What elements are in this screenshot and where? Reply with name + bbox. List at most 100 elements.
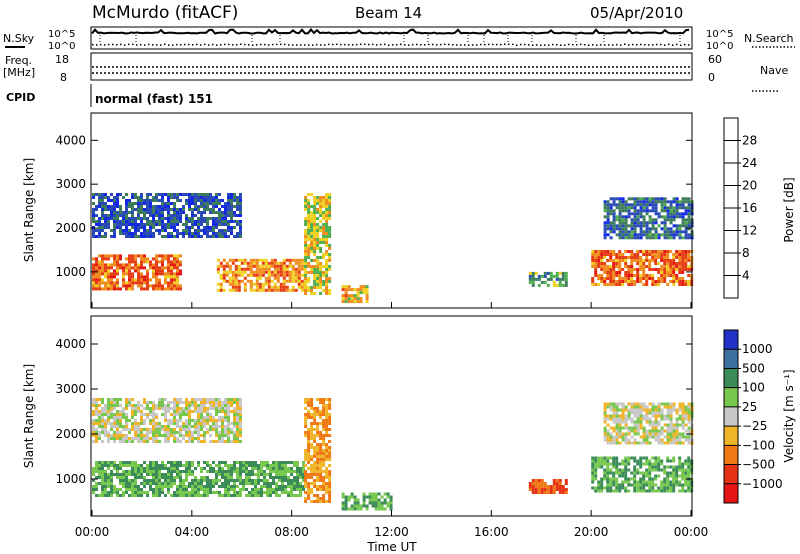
echo-cell [152, 488, 155, 491]
echo-cell [167, 431, 170, 434]
echo-cell [597, 489, 601, 493]
echo-cell [636, 200, 640, 204]
echo-cell [95, 434, 98, 437]
echo-cell [316, 244, 320, 247]
echo-cell [131, 275, 134, 279]
echo-cell [110, 254, 113, 258]
echo-cell [270, 258, 274, 262]
echo-cell [239, 440, 242, 443]
echo-cell [176, 413, 179, 416]
echo-cell [621, 426, 625, 430]
echo-cell [194, 404, 197, 407]
echo-cell [624, 250, 628, 253]
echo-cell [684, 268, 688, 271]
echo-cell [275, 473, 278, 476]
echo-cell [606, 459, 610, 463]
echo-cell [383, 492, 387, 496]
echo-cell [627, 268, 631, 271]
x-tick-label: 08:00 [274, 525, 309, 539]
echo-cell [230, 205, 233, 208]
echo-cell [203, 407, 206, 410]
echo-cell [624, 227, 628, 231]
echo-cell [648, 471, 652, 475]
echo-cell [531, 491, 535, 494]
echo-cell [612, 259, 616, 262]
colorbar-tick-label: 500 [742, 361, 765, 375]
echo-cell [221, 422, 224, 425]
echo-cell [552, 482, 556, 485]
echo-cell [251, 464, 254, 467]
echo-cell [278, 476, 281, 479]
echo-cell [663, 471, 667, 475]
echo-cell [206, 223, 209, 226]
echo-cell [666, 256, 670, 259]
echo-cell [224, 235, 227, 238]
echo-cell [282, 282, 286, 286]
echo-cell [660, 414, 664, 418]
echo-cell [173, 275, 176, 279]
echo-cell [603, 265, 607, 268]
nsearch-point [364, 43, 366, 45]
echo-cell [615, 480, 619, 484]
echo-cell [316, 413, 320, 416]
echo-cell [110, 485, 113, 488]
echo-cell [173, 476, 176, 479]
echo-cell [264, 282, 268, 286]
echo-cell [296, 482, 299, 485]
echo-cell [660, 426, 664, 430]
echo-cell [116, 211, 119, 214]
echo-cell [161, 461, 164, 464]
echo-cell [633, 230, 637, 234]
echo-cell [624, 465, 628, 469]
echo-cell [304, 289, 308, 292]
echo-cell [167, 220, 170, 223]
echo-cell [669, 230, 673, 234]
echo-cell [313, 223, 317, 226]
echo-cell [227, 422, 230, 425]
echo-cell [687, 456, 691, 460]
echo-cell [365, 294, 369, 298]
echo-cell [152, 461, 155, 464]
echo-cell [134, 260, 137, 264]
echo-cell [663, 435, 667, 439]
echo-cell [304, 250, 308, 253]
echo-cell [648, 423, 652, 427]
echo-cell [678, 256, 682, 259]
echo-cell [313, 271, 317, 274]
echo-cell [182, 494, 185, 497]
echo-cell [143, 275, 146, 279]
echo-cell [304, 497, 308, 500]
colorbar-tick-label: 8 [742, 246, 750, 260]
echo-cell [666, 233, 670, 237]
echo-cell [359, 300, 363, 304]
echo-cell [200, 476, 203, 479]
echo-cell [651, 200, 655, 204]
echo-cell [257, 479, 260, 482]
echo-cell [215, 425, 218, 428]
echo-cell [630, 230, 634, 234]
echo-cell [591, 253, 595, 256]
echo-cell [92, 284, 95, 288]
echo-cell [131, 425, 134, 428]
echo-cell [170, 284, 173, 288]
echo-cell [185, 488, 188, 491]
echo-cell [651, 253, 655, 256]
echo-cell [155, 491, 158, 494]
nsearch-point [376, 44, 378, 46]
echo-cell [630, 212, 634, 216]
echo-cell [134, 476, 137, 479]
echo-cell [537, 491, 541, 494]
echo-cell [322, 413, 326, 416]
echo-cell [313, 229, 317, 232]
echo-cell [101, 272, 104, 276]
echo-cell [669, 236, 673, 240]
colorbar-tick-label: 4 [742, 269, 750, 283]
echo-cell [675, 465, 679, 469]
echo-cell [119, 220, 122, 223]
echo-cell [167, 479, 170, 482]
nsearch-point [296, 44, 298, 46]
echo-cell [684, 253, 688, 256]
echo-cell [660, 459, 664, 463]
echo-cell [675, 411, 679, 415]
echo-cell [639, 408, 643, 412]
